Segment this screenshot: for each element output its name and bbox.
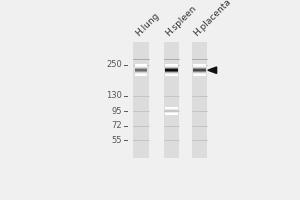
Bar (193, 65, 206, 66)
Bar (193, 75, 206, 76)
Bar (134, 70, 147, 71)
Bar (134, 71, 147, 72)
Bar (193, 71, 206, 72)
Bar (165, 74, 178, 75)
Bar (165, 71, 178, 72)
Text: 130: 130 (106, 91, 122, 100)
Bar (165, 70, 178, 71)
Bar (134, 67, 147, 68)
Polygon shape (208, 67, 217, 73)
Bar (134, 66, 147, 67)
Bar (134, 75, 147, 76)
Bar (165, 68, 178, 69)
Bar (134, 69, 147, 70)
Bar (134, 64, 147, 65)
Bar (134, 72, 147, 73)
Bar (134, 74, 147, 75)
Bar (165, 69, 178, 70)
Bar (193, 72, 206, 73)
Text: 72: 72 (112, 121, 122, 130)
Bar (134, 65, 147, 66)
Bar (134, 73, 147, 74)
Bar (193, 66, 206, 67)
Text: H.lung: H.lung (134, 11, 160, 38)
Bar (193, 64, 206, 65)
Bar (165, 65, 178, 66)
Bar (193, 74, 206, 75)
Bar (165, 72, 178, 73)
Bar (165, 73, 178, 74)
Bar (165, 67, 178, 68)
Bar (193, 69, 206, 70)
Text: 55: 55 (112, 136, 122, 145)
Bar (193, 68, 206, 69)
Bar (193, 70, 206, 71)
Bar (165, 66, 178, 67)
Bar (165, 64, 178, 65)
Bar (164, 42, 179, 158)
Bar (134, 42, 148, 158)
Text: 250: 250 (106, 60, 122, 69)
Bar (134, 68, 147, 69)
Bar (193, 67, 206, 68)
Bar (193, 73, 206, 74)
Text: H.spleen: H.spleen (164, 4, 198, 38)
Bar (191, 42, 207, 158)
Bar (165, 75, 178, 76)
Text: H.placenta: H.placenta (192, 0, 233, 38)
Text: 95: 95 (112, 107, 122, 116)
